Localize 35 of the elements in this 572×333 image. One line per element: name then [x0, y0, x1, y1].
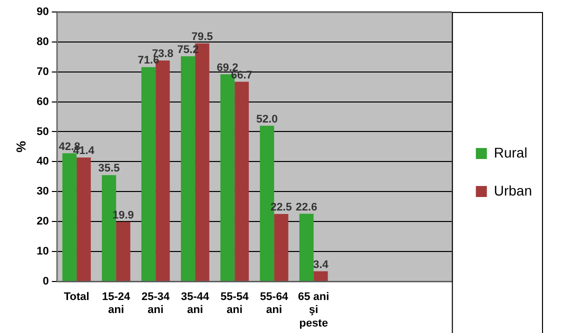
x-tick-label: 65 ani şi peste [298, 291, 330, 330]
bar [299, 214, 314, 281]
x-tick-label: 15-24 ani [102, 291, 132, 316]
y-tick-label: 40 [36, 156, 49, 168]
data-label: 52.0 [256, 113, 278, 126]
y-tick-label: 50 [36, 126, 49, 138]
y-tick-label: 90 [36, 6, 49, 18]
data-label: 22.6 [296, 201, 318, 214]
bar [116, 222, 130, 281]
y-tick-label: 30 [36, 186, 49, 198]
legend-label: Urban [494, 182, 532, 198]
x-tick-label: 35-44 ani [181, 291, 210, 316]
data-label: 3.4 [313, 258, 330, 271]
x-tick-label: Total [64, 291, 90, 304]
y-tick-label: 70 [36, 66, 49, 78]
bar [62, 153, 77, 281]
bar [314, 271, 328, 281]
x-tick-label: 25-34 ani [142, 291, 171, 316]
data-label: 79.5 [191, 30, 213, 43]
bar [141, 67, 156, 281]
data-label: 35.5 [98, 162, 120, 175]
legend-label: Rural [494, 144, 528, 160]
y-tick-label: 60 [36, 96, 49, 108]
bar [234, 82, 249, 281]
y-tick-label: 20 [36, 216, 49, 228]
bar [76, 157, 91, 281]
y-tick-label: 0 [42, 275, 49, 288]
y-tick-label: 80 [36, 36, 49, 48]
y-tick-label: 10 [36, 246, 49, 258]
y-axis-title: % [13, 140, 28, 152]
data-label: 71.6 [138, 54, 160, 67]
x-tick-label: 55-64 ani [260, 291, 290, 316]
bar [274, 214, 288, 281]
bar [180, 56, 196, 281]
x-tick-label: 55-54 ani [220, 291, 250, 316]
